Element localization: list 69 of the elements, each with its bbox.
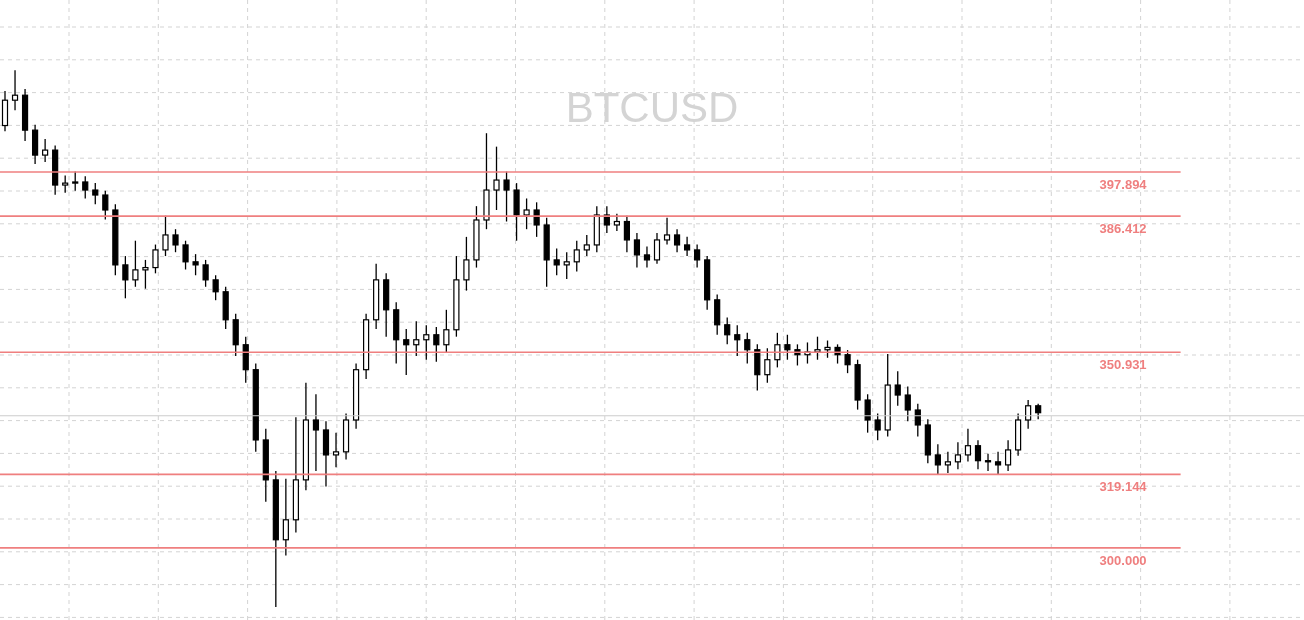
ref-line-label: 397.894 [1099,177,1148,193]
candlestick [92,182,99,205]
candlestick [282,478,289,557]
candlestick [683,236,691,257]
candlestick [493,146,500,211]
candlestick [744,332,751,365]
candlestick [844,349,851,374]
candlestick [734,324,741,357]
candlestick [172,228,179,253]
candlestick [553,247,560,276]
candlestick [212,274,219,301]
ref-line-label: 319.144 [1099,479,1148,495]
candlestick [814,336,821,361]
candlestick [433,326,440,363]
candlestick [633,232,641,269]
candlestick [202,259,209,288]
candlestick [142,259,149,290]
candlestick [523,197,530,230]
candlestick [533,201,540,238]
candlestick [894,370,901,407]
candlestick [413,320,420,357]
candlestick [463,236,470,292]
ref-line-label: 300.000 [1099,552,1147,568]
candlestick [332,432,340,468]
candlestick [934,443,941,476]
candlestick [653,232,661,265]
candlestick [694,243,701,269]
candlestick [82,175,89,200]
candlestick [132,240,139,288]
candlestick [954,441,962,470]
candlestick [914,403,921,438]
candlestick [72,170,79,192]
candlestick [312,393,320,472]
candlestick [864,393,871,434]
candlestick [11,69,19,111]
candlestick [724,316,731,346]
candlestick [1004,439,1012,472]
candlestick [182,240,189,271]
candlestick [613,213,620,232]
candlestick [994,451,1002,475]
candlestick [162,215,169,257]
candlestick [423,324,430,361]
candlestick [583,234,590,257]
candlestick [1025,399,1032,430]
candlestick [102,190,109,221]
candlestick [673,228,681,253]
candlestick [403,328,410,376]
candlestick [663,217,671,246]
candlestick [443,309,450,353]
candlestick [784,334,791,361]
candlestick [643,245,651,269]
ref-line-label: 386.412 [1099,221,1147,237]
candlestick [944,451,951,474]
candlestick [192,253,199,276]
candlestick [984,453,992,472]
candlestick [122,255,129,299]
candlestick [904,385,911,422]
candlestick [42,138,49,163]
candlestick [503,170,510,223]
candlestick [964,428,972,463]
ref-line-label: 350.931 [1099,357,1147,373]
candlestick [874,412,881,441]
candlestick [623,215,631,253]
candlestick [974,439,982,470]
candlestick [152,243,159,274]
candlestick [573,240,580,273]
candlestick [764,347,771,384]
candlestick [563,251,570,280]
candlestick [774,332,781,369]
